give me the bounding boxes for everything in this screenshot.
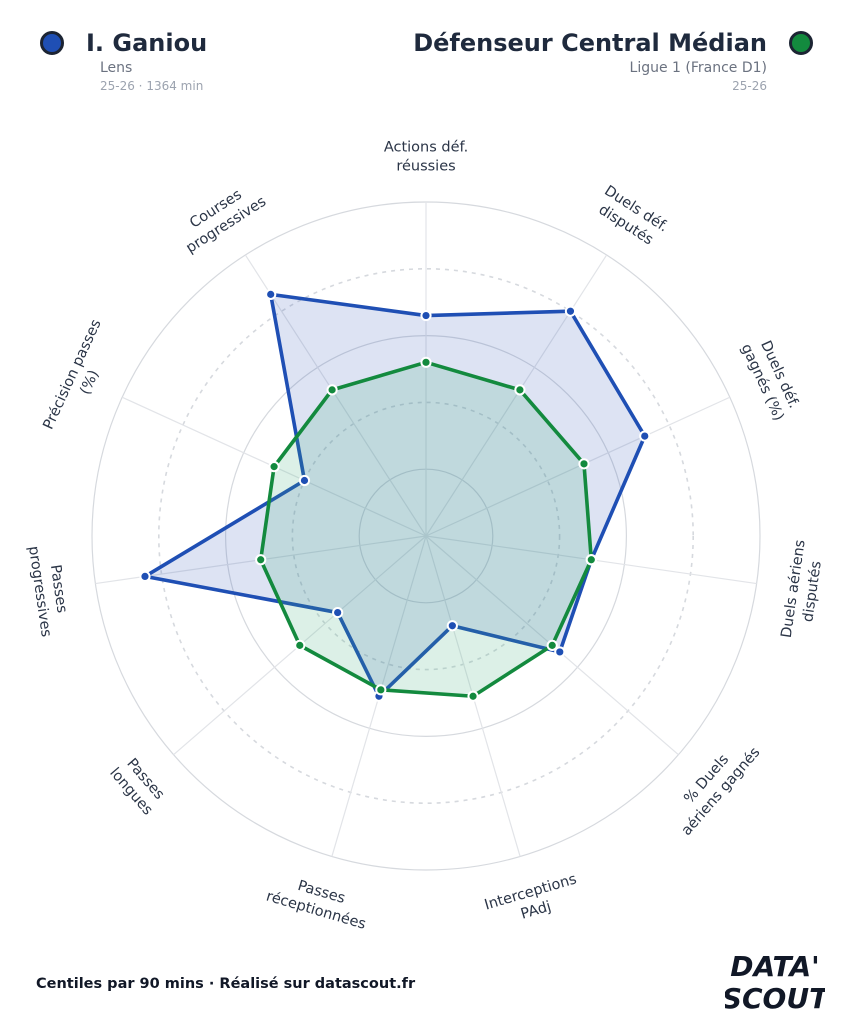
data-point-player bbox=[554, 646, 566, 658]
axis-label: Duels déf.gagnés (%) bbox=[738, 338, 802, 423]
data-point-comparison bbox=[514, 384, 526, 396]
data-point-comparison bbox=[546, 639, 558, 651]
axis-label-line: réussies bbox=[396, 159, 455, 175]
data-point-comparison bbox=[294, 639, 306, 651]
data-point-player bbox=[639, 430, 651, 442]
data-point-comparison bbox=[420, 356, 432, 368]
data-point-player bbox=[298, 474, 311, 487]
footer-note: Centiles par 90 mins · Réalisé sur datas… bbox=[36, 976, 416, 992]
axis-label: Actions déf. réussies bbox=[384, 140, 468, 175]
data-point-comparison bbox=[578, 458, 590, 470]
axis-label-line: Actions déf. bbox=[384, 140, 468, 156]
data-point-player bbox=[446, 620, 458, 632]
data-point-player bbox=[332, 606, 344, 619]
data-point-comparison bbox=[326, 384, 338, 396]
data-point-comparison bbox=[255, 554, 267, 566]
comparison-season: 25-26 bbox=[732, 79, 767, 93]
grid-spoke bbox=[425, 254, 608, 537]
player-header: I. Ganiou Lens 25-26 · 1364 min bbox=[40, 28, 207, 93]
data-point-player bbox=[564, 305, 577, 317]
grid-spoke bbox=[425, 396, 731, 537]
player-color-dot bbox=[40, 31, 64, 55]
data-point-player bbox=[420, 309, 432, 322]
data-point-comparison bbox=[467, 690, 479, 702]
data-point-comparison bbox=[268, 461, 280, 473]
comparison-header: Défenseur Central Médian Ligue 1 (France… bbox=[413, 28, 813, 93]
datascout-logo: DATA' SCOUT bbox=[725, 950, 825, 1015]
player-details: 25-26 · 1364 min bbox=[100, 79, 204, 93]
data-point-comparison bbox=[375, 684, 387, 696]
axis-label: Duels déf.disputés bbox=[596, 183, 671, 249]
series-area-comparison bbox=[258, 360, 594, 699]
comparison-color-dot bbox=[789, 31, 813, 55]
player-name: I. Ganiou bbox=[86, 29, 208, 57]
axis-label: Précision passes(%) bbox=[41, 317, 105, 432]
data-point-comparison bbox=[585, 554, 597, 566]
axis-label-line: Passes bbox=[47, 564, 70, 614]
grid-spoke bbox=[244, 254, 427, 537]
svg-text:DATA': DATA' bbox=[730, 950, 819, 983]
grid-ring bbox=[157, 267, 695, 805]
axis-label-line: progressives bbox=[25, 545, 54, 638]
data-point-player bbox=[265, 288, 277, 300]
svg-text:SCOUT: SCOUT bbox=[725, 982, 825, 1015]
comparison-name: Défenseur Central Médian bbox=[413, 29, 767, 57]
grid-ring bbox=[291, 401, 561, 671]
player-club: Lens bbox=[100, 60, 133, 76]
comparison-league: Ligue 1 (France D1) bbox=[629, 60, 767, 76]
data-point-player bbox=[139, 570, 151, 583]
